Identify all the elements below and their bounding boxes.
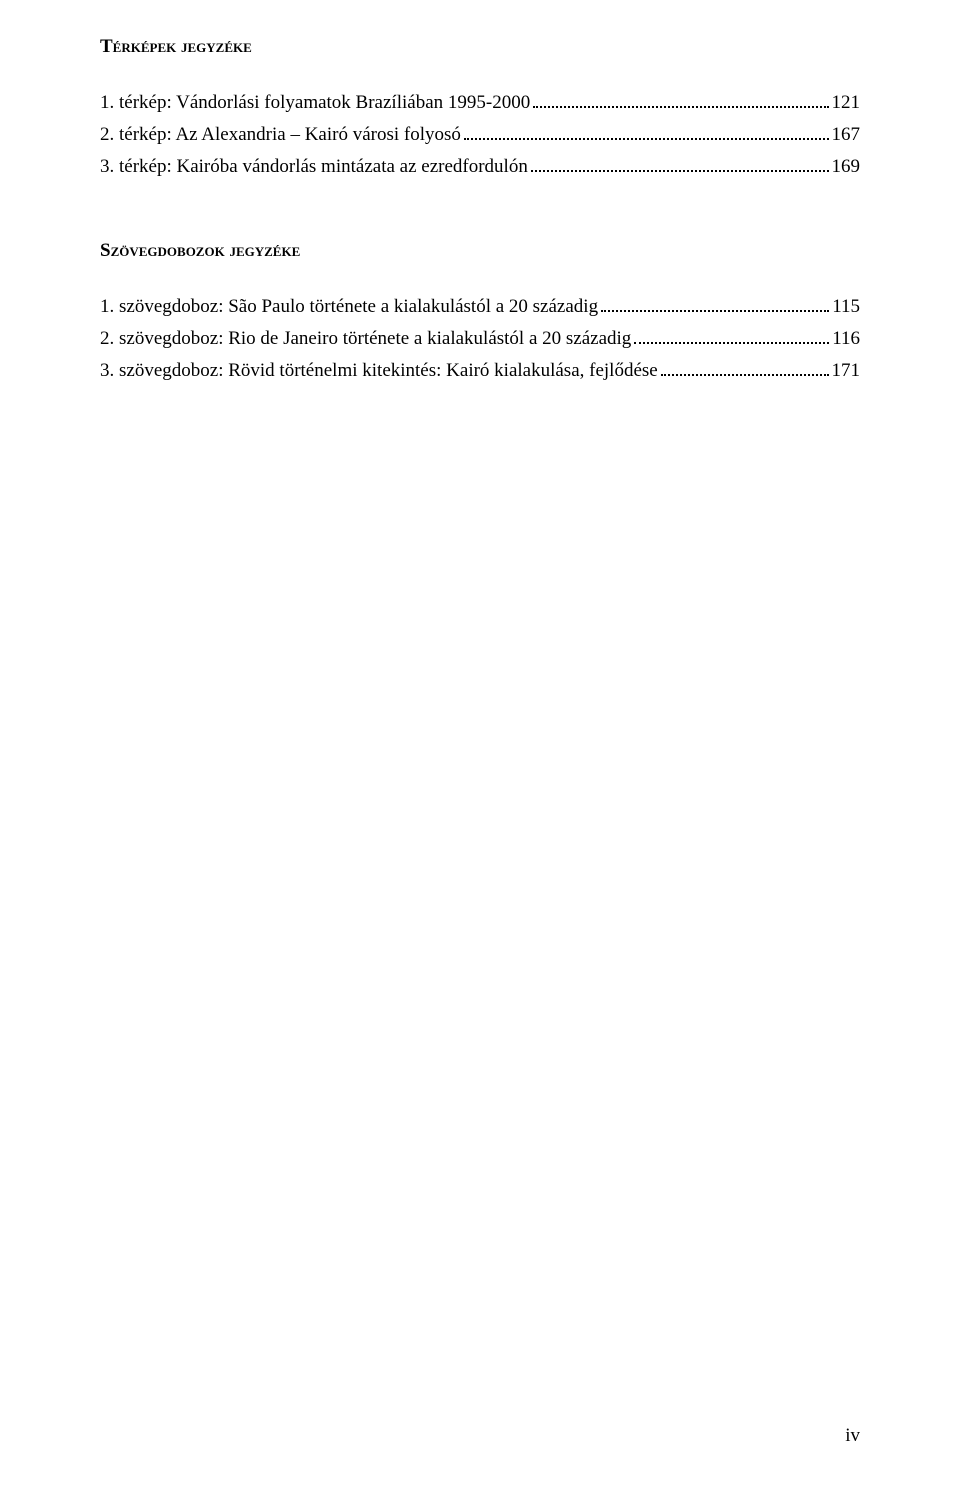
toc-entry-page: 121 <box>832 92 861 114</box>
toc-entry: 2. szövegdoboz: Rio de Janeiro története… <box>100 328 860 350</box>
toc-leader <box>533 106 828 108</box>
toc-entry-text: 3. térkép: Kairóba vándorlás mintázata a… <box>100 156 528 178</box>
toc-entry-page: 171 <box>832 360 861 382</box>
toc-entry-page: 169 <box>832 156 861 178</box>
toc-entry-text: 2. térkép: Az Alexandria – Kairó városi … <box>100 124 461 146</box>
toc-container: Térképek jegyzéke 1. térkép: Vándorlási … <box>100 36 860 382</box>
toc-leader <box>634 342 829 344</box>
section-heading-maps: Térképek jegyzéke <box>100 36 860 58</box>
toc-leader <box>464 138 829 140</box>
toc-leader <box>601 310 829 312</box>
toc-entry-page: 167 <box>832 124 861 146</box>
toc-entry-page: 115 <box>832 296 860 318</box>
toc-entry-text: 1. térkép: Vándorlási folyamatok Brazíli… <box>100 92 530 114</box>
page-number: iv <box>845 1425 860 1447</box>
toc-entry-text: 2. szövegdoboz: Rio de Janeiro története… <box>100 328 631 350</box>
toc-entry-text: 1. szövegdoboz: São Paulo története a ki… <box>100 296 598 318</box>
toc-entry: 3. térkép: Kairóba vándorlás mintázata a… <box>100 156 860 178</box>
toc-entry-text: 3. szövegdoboz: Rövid történelmi kitekin… <box>100 360 658 382</box>
toc-leader <box>531 170 829 172</box>
toc-entry: 1. szövegdoboz: São Paulo története a ki… <box>100 296 860 318</box>
toc-entry-page: 116 <box>832 328 860 350</box>
toc-leader <box>661 374 829 376</box>
toc-entry: 1. térkép: Vándorlási folyamatok Brazíli… <box>100 92 860 114</box>
toc-entry: 3. szövegdoboz: Rövid történelmi kitekin… <box>100 360 860 382</box>
toc-entry: 2. térkép: Az Alexandria – Kairó városi … <box>100 124 860 146</box>
section-heading-textboxes: Szövegdobozok jegyzéke <box>100 240 860 262</box>
